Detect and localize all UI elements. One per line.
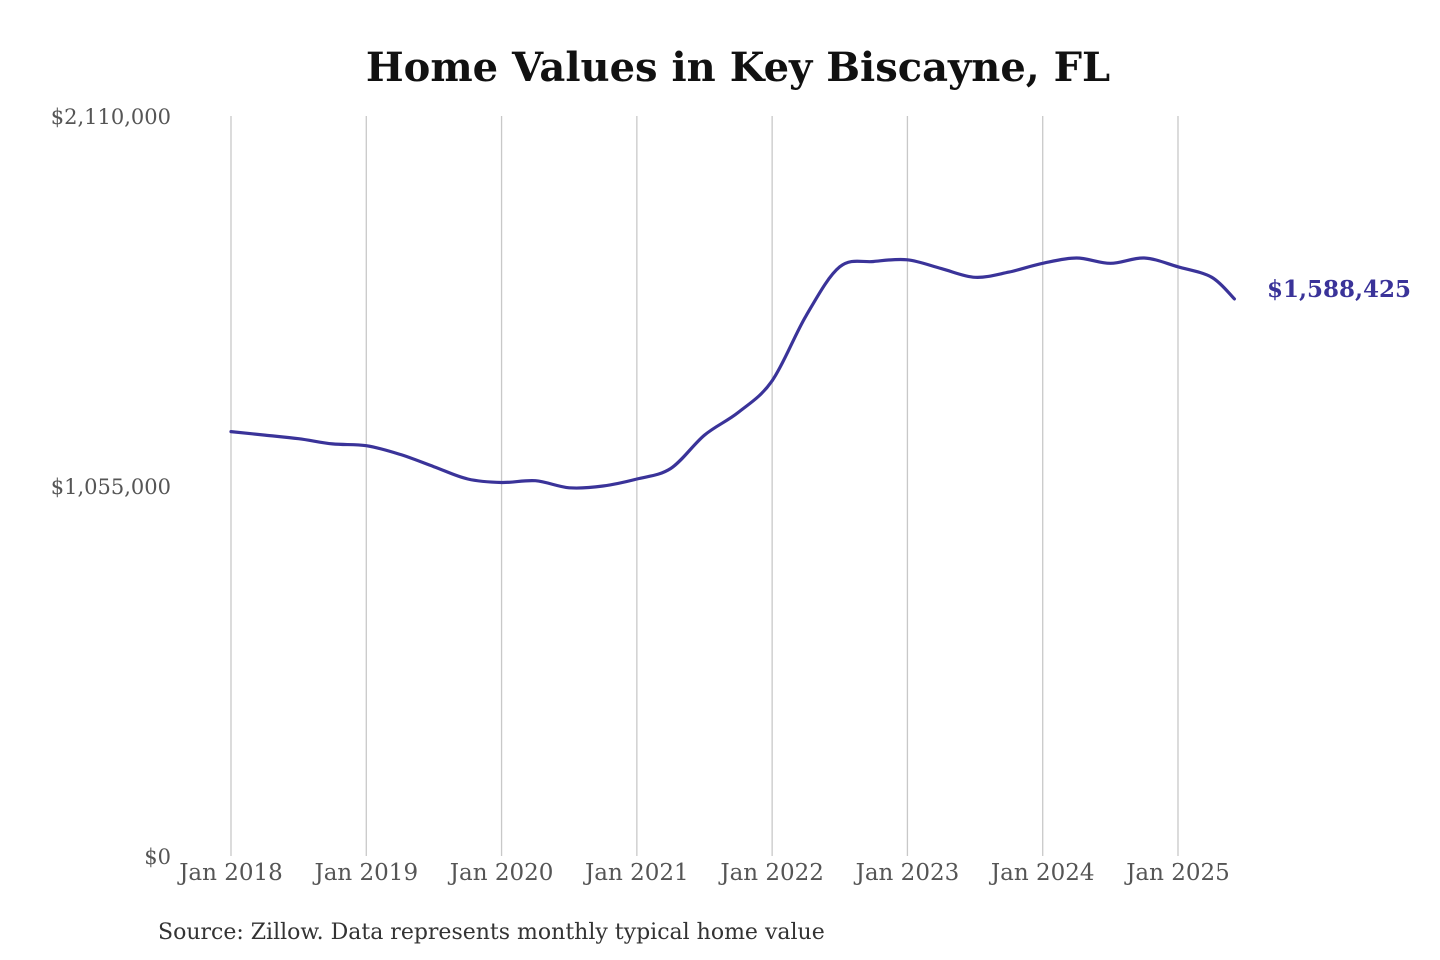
x-tick-label: Jan 2018: [177, 860, 283, 886]
series-line-0: [229, 256, 1236, 490]
source-note: Source: Zillow. Data represents monthly …: [158, 920, 825, 945]
x-tick-label: Jan 2021: [583, 860, 689, 886]
x-tick-label: Jan 2019: [312, 860, 418, 886]
x-axis: Jan 2018 Jan 2019 Jan 2020 Jan 2021 Jan 2022…: [177, 860, 1230, 886]
x-tick-label: Jan 2024: [989, 860, 1095, 886]
x-tick-label: Jan 2023: [854, 860, 960, 886]
y-tick-label: $1,055,000: [51, 475, 171, 499]
y-axis: $0 $1,055,000 $2,110,000: [51, 105, 171, 869]
x-tick-label: Jan 2022: [718, 860, 824, 886]
gridlines: [230, 116, 1179, 856]
y-tick-label: $0: [144, 845, 171, 869]
x-tick-label: Jan 2025: [1124, 860, 1230, 886]
x-tick-label: Jan 2020: [448, 860, 554, 886]
end-value-label: $1,588,425: [1267, 276, 1411, 303]
series-layer: [229, 256, 1236, 490]
chart-title: Home Values in Key Biscayne, FL: [366, 44, 1110, 91]
y-tick-label: $2,110,000: [51, 105, 171, 129]
